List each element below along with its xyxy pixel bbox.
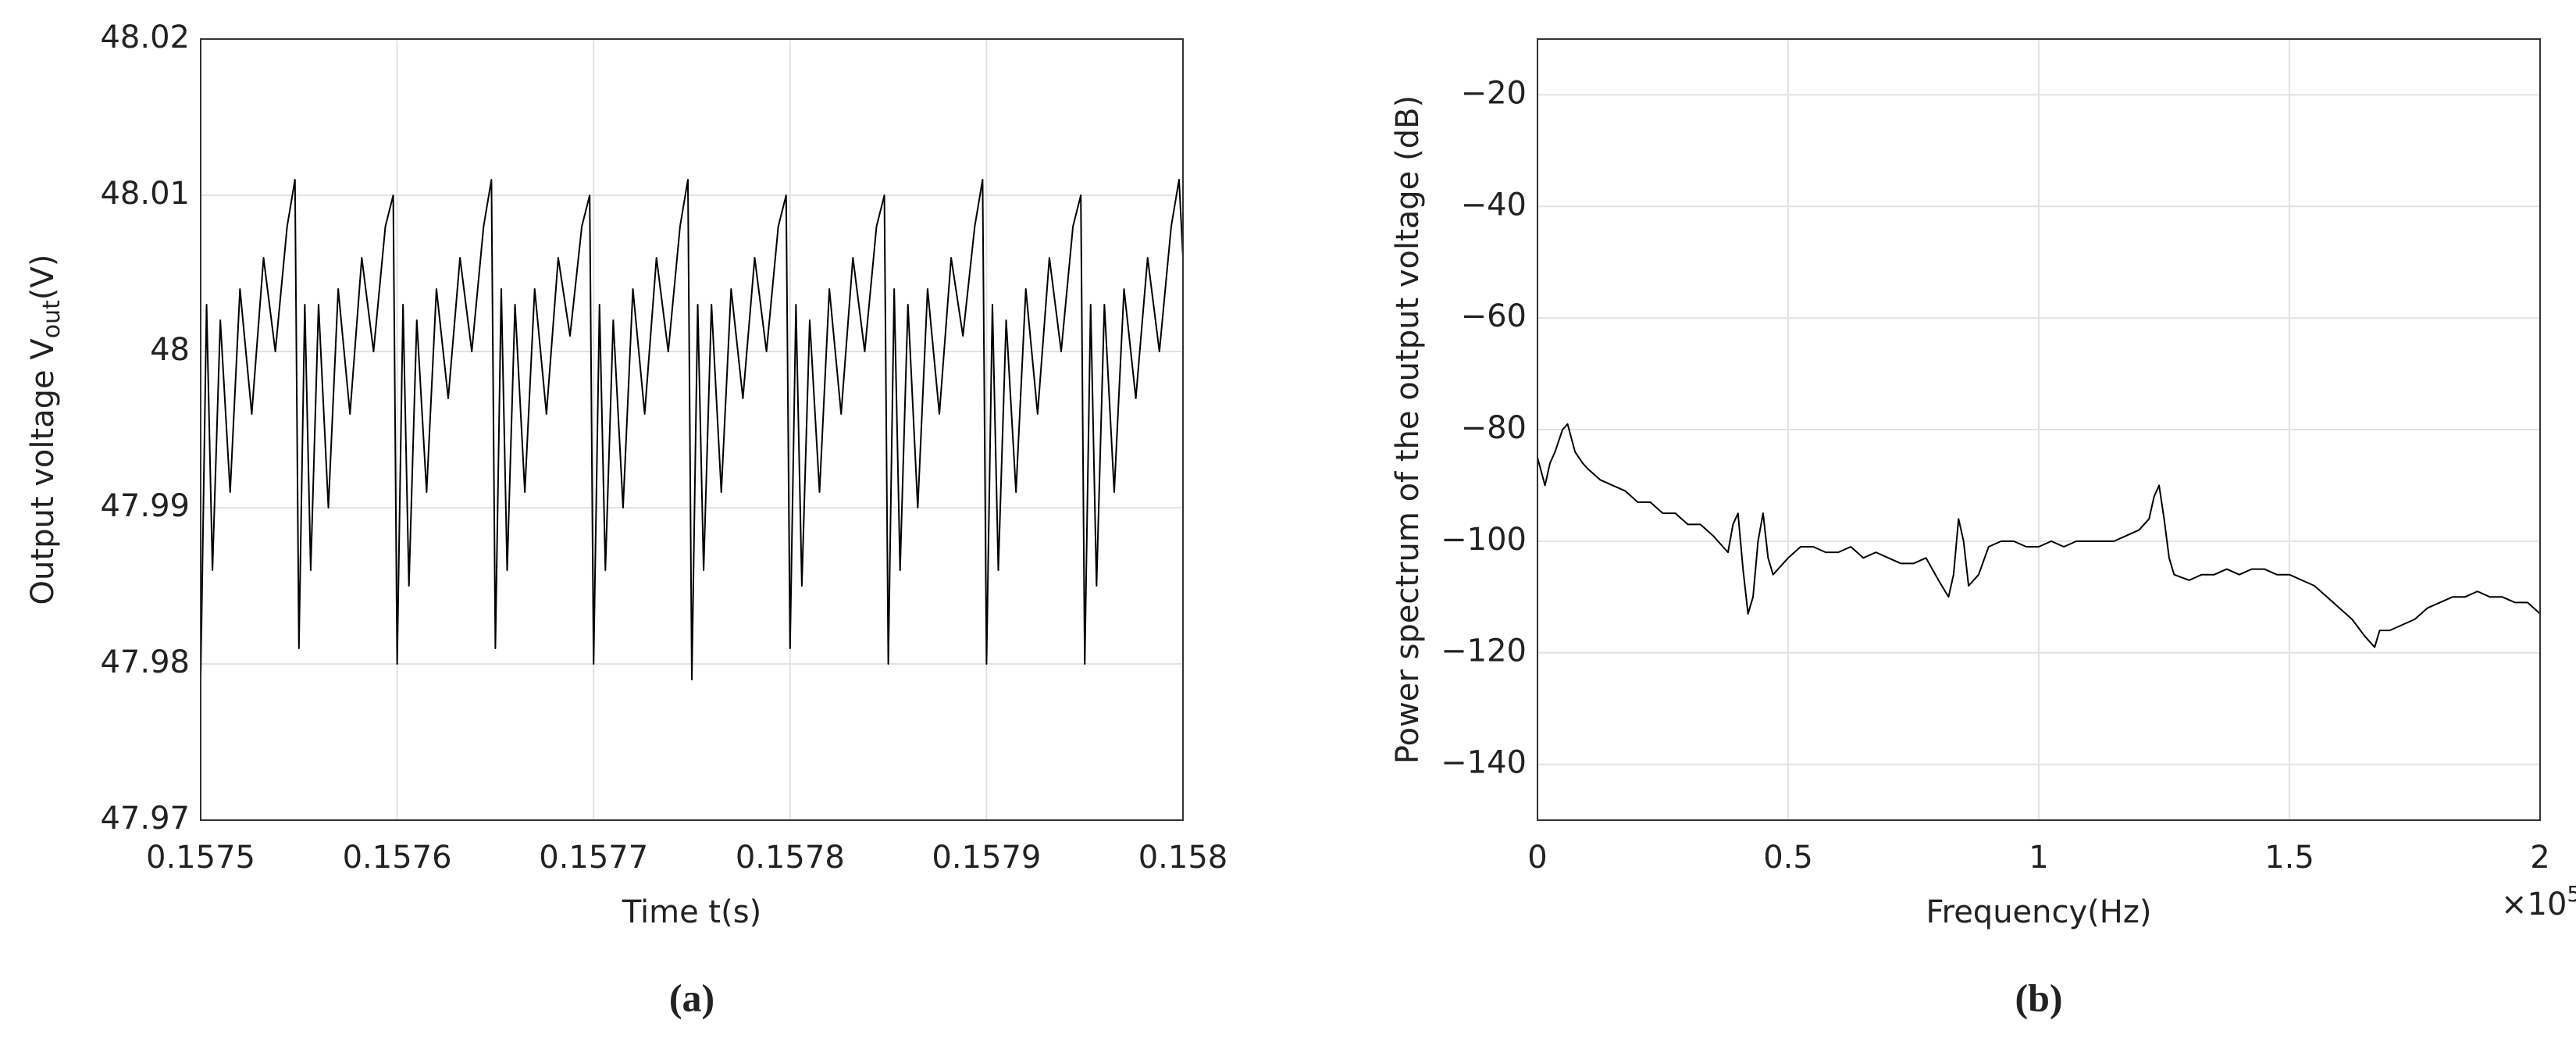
y-axis-label: Power spectrum of the output voltage (dB… bbox=[1390, 95, 1426, 764]
y-tick-label: −120 bbox=[1441, 633, 1527, 669]
y-tick-label: 47.97 bbox=[100, 801, 190, 837]
x-tick-label: 0.5 bbox=[1763, 840, 1813, 876]
x-tick-label: 2 bbox=[2530, 840, 2549, 876]
x-tick-label: 0.1575 bbox=[146, 840, 255, 876]
y-axis-label-text: Output voltage V bbox=[25, 338, 61, 605]
plot-area bbox=[201, 39, 1183, 820]
y-axis-label-suffix: (V) bbox=[25, 255, 61, 301]
axes-frame bbox=[200, 38, 1184, 821]
x-multiplier-base: ×10 bbox=[2501, 887, 2567, 922]
y-tick-label: −100 bbox=[1441, 522, 1527, 558]
y-axis-label: Output voltage Vout(V) bbox=[25, 255, 66, 605]
y-tick-label: 47.98 bbox=[100, 644, 190, 680]
y-tick-label: −20 bbox=[1461, 75, 1527, 111]
y-tick-label: 47.99 bbox=[100, 488, 190, 524]
x-multiplier: ×105 bbox=[2501, 881, 2576, 922]
y-tick-label: −140 bbox=[1441, 745, 1527, 781]
x-tick-label: 0.158 bbox=[1138, 840, 1228, 876]
y-axis-label-text: Power spectrum of the output voltage (dB… bbox=[1390, 95, 1426, 764]
x-tick-label: 0.1578 bbox=[736, 840, 845, 876]
y-tick-label: 48.01 bbox=[100, 176, 190, 212]
caption: (b) bbox=[2015, 976, 2062, 1019]
y-tick-label: 48.02 bbox=[100, 20, 190, 55]
y-tick-label: −40 bbox=[1461, 187, 1527, 223]
x-tick-label: 0.1577 bbox=[539, 840, 648, 876]
y-tick-label: 48 bbox=[150, 332, 190, 368]
x-tick-label: 1.5 bbox=[2264, 840, 2314, 876]
axes-frame bbox=[1537, 38, 2541, 821]
caption: (a) bbox=[669, 976, 714, 1019]
x-multiplier-exp: 5 bbox=[2567, 881, 2576, 907]
y-axis-label-sub: out bbox=[38, 300, 66, 338]
data-line bbox=[1537, 423, 2541, 648]
x-tick-label: 0.1576 bbox=[343, 840, 452, 876]
x-tick-label: 0 bbox=[1527, 840, 1547, 876]
x-axis-label: Time t(s) bbox=[622, 894, 761, 930]
data-line bbox=[200, 179, 1184, 680]
x-axis-label: Frequency(Hz) bbox=[1926, 894, 2152, 930]
y-tick-label: −60 bbox=[1461, 298, 1527, 334]
x-tick-label: 0.1579 bbox=[932, 840, 1041, 876]
y-tick-label: −80 bbox=[1461, 410, 1527, 446]
x-tick-label: 1 bbox=[2029, 840, 2048, 876]
